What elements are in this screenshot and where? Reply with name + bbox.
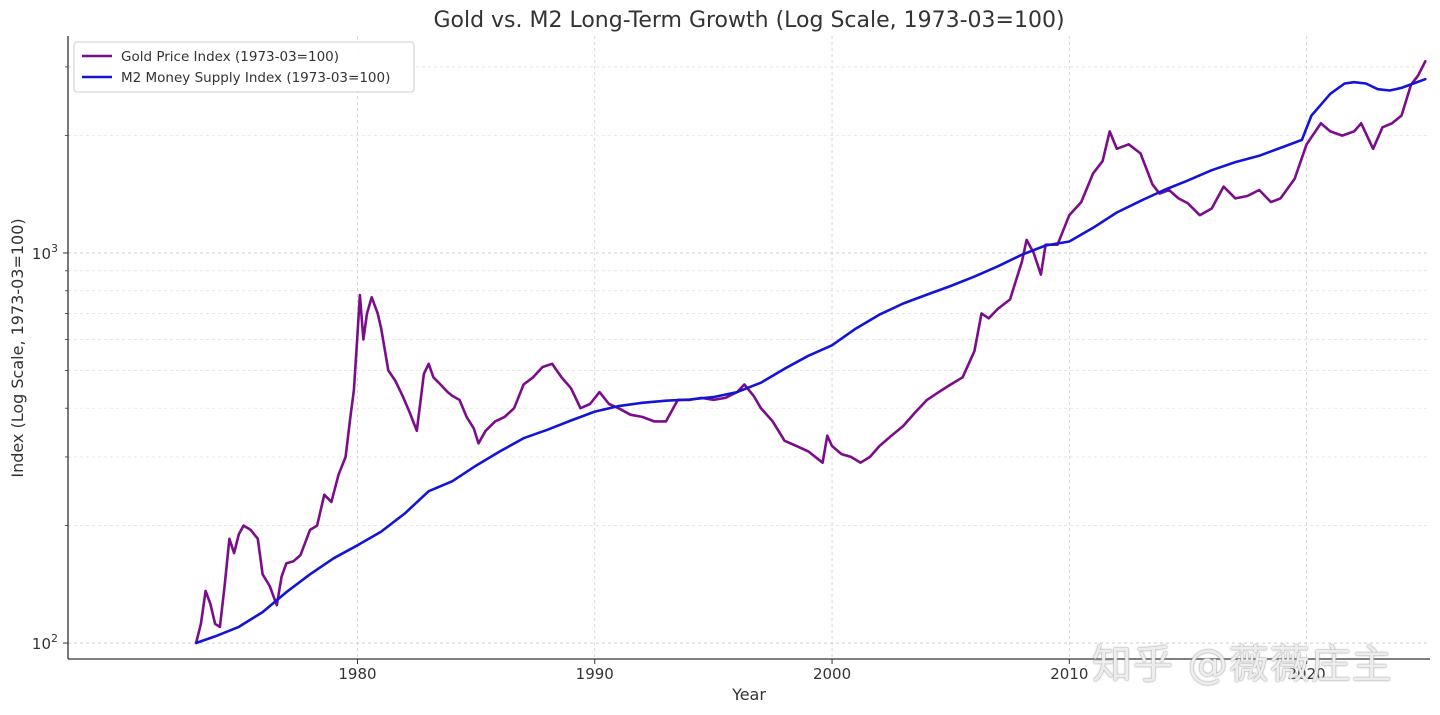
- legend-box: [73, 41, 415, 93]
- ticks: 1980 1990 2000 2010 2020 102 103: [32, 66, 1326, 683]
- legend: Gold Price Index (1973-03=100) M2 Money …: [73, 41, 415, 93]
- watermark-text: 知乎 @薇薇庄主: [1092, 642, 1393, 688]
- x-tick-label-1980: 1980: [338, 665, 376, 683]
- grid-lines: [68, 36, 1430, 659]
- x-tick-label-2020: 2020: [1288, 665, 1326, 683]
- y-tick-label-1000: 103: [32, 242, 58, 263]
- series-line-gold: [194, 60, 1427, 645]
- x-tick-label-2000: 2000: [813, 665, 851, 683]
- axes: [67, 36, 1430, 660]
- x-tick-label-2010: 2010: [1050, 665, 1088, 683]
- chart-title: Gold vs. M2 Long-Term Growth (Log Scale,…: [433, 8, 1064, 33]
- y-tick-label-100: 102: [32, 632, 58, 653]
- series-line-m2: [194, 77, 1427, 645]
- legend-label-gold: Gold Price Index (1973-03=100): [121, 49, 339, 65]
- y-axis-label: Index (Log Scale, 1973-03=100): [8, 218, 27, 477]
- legend-label-m2: M2 Money Supply Index (1973-03=100): [121, 70, 390, 86]
- x-axis-label: Year: [731, 685, 766, 704]
- x-tick-label-1990: 1990: [576, 665, 614, 683]
- series-layer: [194, 60, 1427, 645]
